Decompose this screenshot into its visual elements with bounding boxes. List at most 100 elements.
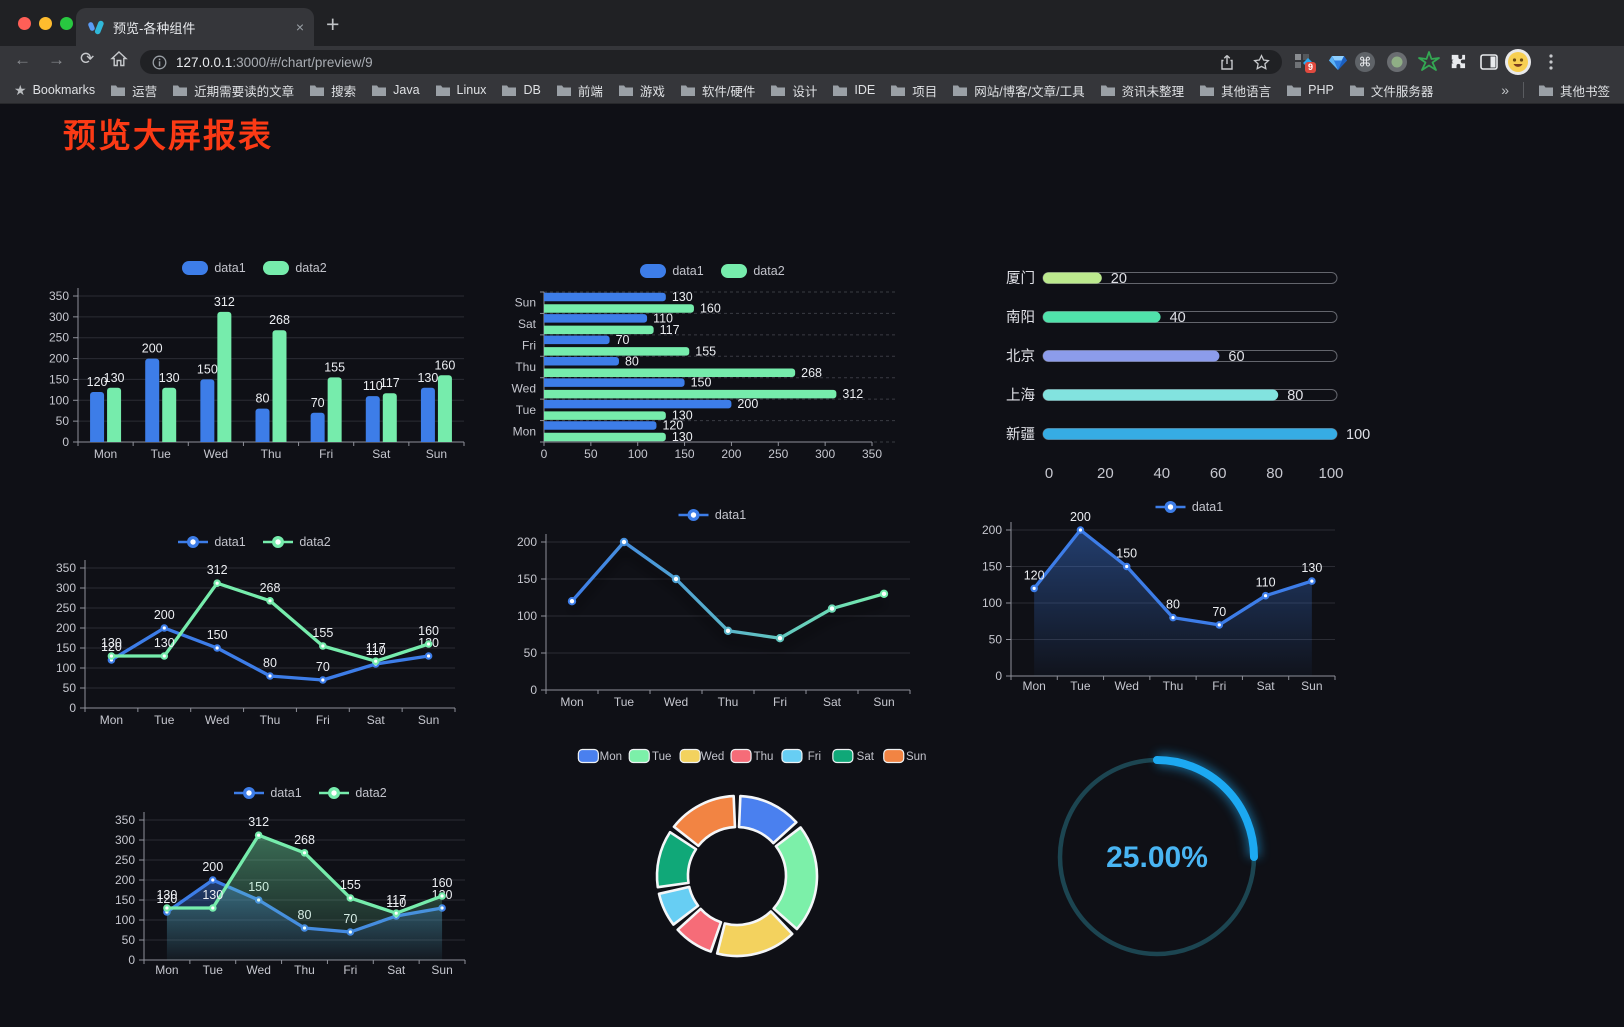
bookmark-folder-item[interactable]: PHP (1286, 83, 1334, 97)
svg-text:Fri: Fri (343, 963, 357, 977)
svg-text:data2: data2 (753, 264, 784, 278)
folder-icon (1349, 85, 1364, 96)
bookmark-folder-item[interactable]: 项目 (890, 81, 937, 100)
menu-dots-icon[interactable] (1543, 48, 1559, 75)
svg-text:Wed: Wed (204, 447, 228, 461)
svg-text:Thu: Thu (261, 447, 282, 461)
bookmark-folder-item[interactable]: IDE (832, 83, 875, 97)
svg-text:150: 150 (197, 362, 218, 376)
svg-text:312: 312 (207, 563, 228, 577)
svg-text:Fri: Fri (522, 339, 536, 353)
tab-close-icon[interactable]: × (295, 19, 304, 35)
svg-text:200: 200 (142, 342, 163, 356)
svg-text:155: 155 (324, 360, 345, 374)
browser-tab[interactable]: 预览-各种组件 × (76, 8, 314, 46)
new-tab-button[interactable]: + (326, 11, 340, 37)
svg-text:110: 110 (653, 311, 673, 325)
back-icon[interactable]: ← (14, 50, 31, 69)
bookmark-folder-item[interactable]: 近期需要读的文章 (172, 81, 294, 100)
svg-text:Thu: Thu (260, 713, 281, 727)
bookmarks-bar: ★ Bookmarks 运营 近期需要读的文章 搜索 Java Linux DB 前端 游戏 软… (0, 77, 1624, 104)
bookmark-folder-item[interactable]: Java (371, 83, 420, 97)
bookmark-folder-item[interactable]: 前端 (556, 81, 603, 100)
bookmark-folder-label: 资讯未整理 (1121, 84, 1185, 99)
svg-text:200: 200 (56, 621, 76, 635)
minimize-window-button[interactable] (39, 17, 52, 30)
folder-icon (1100, 85, 1115, 96)
svg-text:80: 80 (256, 392, 270, 406)
sidebar-icon[interactable] (1478, 48, 1500, 75)
svg-text:data1: data1 (214, 535, 245, 549)
svg-text:Sat: Sat (1257, 679, 1276, 693)
window-controls[interactable] (18, 17, 73, 30)
svg-text:150: 150 (517, 572, 537, 586)
svg-text:155: 155 (340, 878, 361, 892)
chart-svg: data1 0 50 100 150 200 Mon Tue Wed Thu Fri Sat Sun (517, 508, 911, 709)
bookmark-folder-item[interactable]: 文件服务器 (1349, 81, 1433, 100)
svg-text:150: 150 (56, 641, 76, 655)
svg-text:160: 160 (418, 624, 439, 638)
filled-star-icon: ★ (14, 81, 27, 98)
svg-text:200: 200 (721, 447, 741, 461)
home-icon[interactable] (110, 50, 128, 73)
folder-icon (891, 85, 906, 96)
bookmark-folder-label: 设计 (792, 84, 818, 99)
bookmark-star-icon[interactable] (1253, 53, 1270, 71)
svg-text:Mon: Mon (560, 695, 583, 709)
share-icon[interactable] (1219, 54, 1235, 71)
svg-text:Tue: Tue (151, 447, 172, 461)
bookmark-folder-label: Java (393, 83, 420, 97)
grid-diamond-icon[interactable]: 9 (1293, 48, 1317, 75)
svg-text:120: 120 (87, 375, 108, 389)
bookmark-folder-item[interactable]: 搜索 (309, 81, 356, 100)
bookmark-folder-label: 近期需要读的文章 (194, 84, 295, 99)
svg-text:100: 100 (1318, 465, 1343, 482)
svg-text:50: 50 (989, 633, 1003, 647)
bookmarks-overflow-chevron[interactable]: » (1501, 82, 1509, 98)
svg-text:160: 160 (434, 358, 455, 372)
address-bar[interactable]: 127.0.0.1:3000/#/chart/preview/9 (140, 50, 1282, 74)
bookmark-folder-item[interactable]: 运营 (110, 81, 157, 100)
bookmark-folder-item[interactable]: 软件/硬件 (680, 81, 755, 100)
bookmark-folder-item[interactable]: 网站/博客/文章/工具 (952, 81, 1085, 100)
svg-text:150: 150 (49, 372, 69, 386)
reload-icon[interactable]: ⟳ (80, 49, 95, 68)
puzzle-icon[interactable] (1448, 48, 1470, 75)
svg-text:200: 200 (517, 535, 537, 549)
svg-text:350: 350 (49, 289, 69, 303)
gem-icon[interactable] (1327, 48, 1349, 75)
svg-text:新疆: 新疆 (1006, 426, 1035, 443)
green-star-icon[interactable] (1417, 48, 1441, 75)
command-circle-icon[interactable]: ⌘ (1353, 48, 1377, 75)
zoom-window-button[interactable] (60, 17, 73, 30)
bookmark-folder-item[interactable]: 设计 (770, 81, 817, 100)
forward-icon[interactable]: → (48, 50, 65, 69)
svg-text:Tue: Tue (1070, 679, 1091, 693)
svg-text:200: 200 (737, 397, 758, 411)
svg-text:Sun: Sun (431, 963, 452, 977)
chart-single-area: data1 0 50 100 150 200 Mon Tue Wed Thu Fri Sat Sun 12… (975, 494, 1405, 704)
site-info-icon[interactable] (152, 55, 167, 70)
svg-text:150: 150 (691, 376, 712, 390)
svg-text:100: 100 (115, 913, 135, 927)
bookmark-folder-item[interactable]: 游戏 (618, 81, 665, 100)
svg-text:200: 200 (49, 352, 69, 366)
svg-text:50: 50 (584, 447, 598, 461)
svg-text:300: 300 (49, 310, 69, 324)
folder-icon (1538, 85, 1553, 96)
svg-text:Thu: Thu (718, 695, 739, 709)
bookmark-folder-item[interactable]: 其他语言 (1199, 81, 1271, 100)
svg-text:130: 130 (672, 430, 693, 444)
svg-text:300: 300 (56, 581, 76, 595)
bookmark-folder-item[interactable]: DB (501, 83, 541, 97)
avatar-emoji[interactable] (1504, 48, 1532, 75)
close-window-button[interactable] (18, 17, 31, 30)
tab-favicon (88, 20, 104, 34)
recorder-circle-icon[interactable] (1385, 48, 1409, 75)
other-bookmarks-folder[interactable]: 其他书签 (1538, 81, 1610, 100)
svg-text:60: 60 (1228, 349, 1244, 365)
bookmark-folder-item[interactable]: 资讯未整理 (1100, 81, 1185, 100)
bookmark-folder-item[interactable]: Linux (435, 83, 486, 97)
bookmarks-manager-item[interactable]: ★ Bookmarks (14, 82, 95, 99)
svg-text:100: 100 (1346, 427, 1370, 443)
